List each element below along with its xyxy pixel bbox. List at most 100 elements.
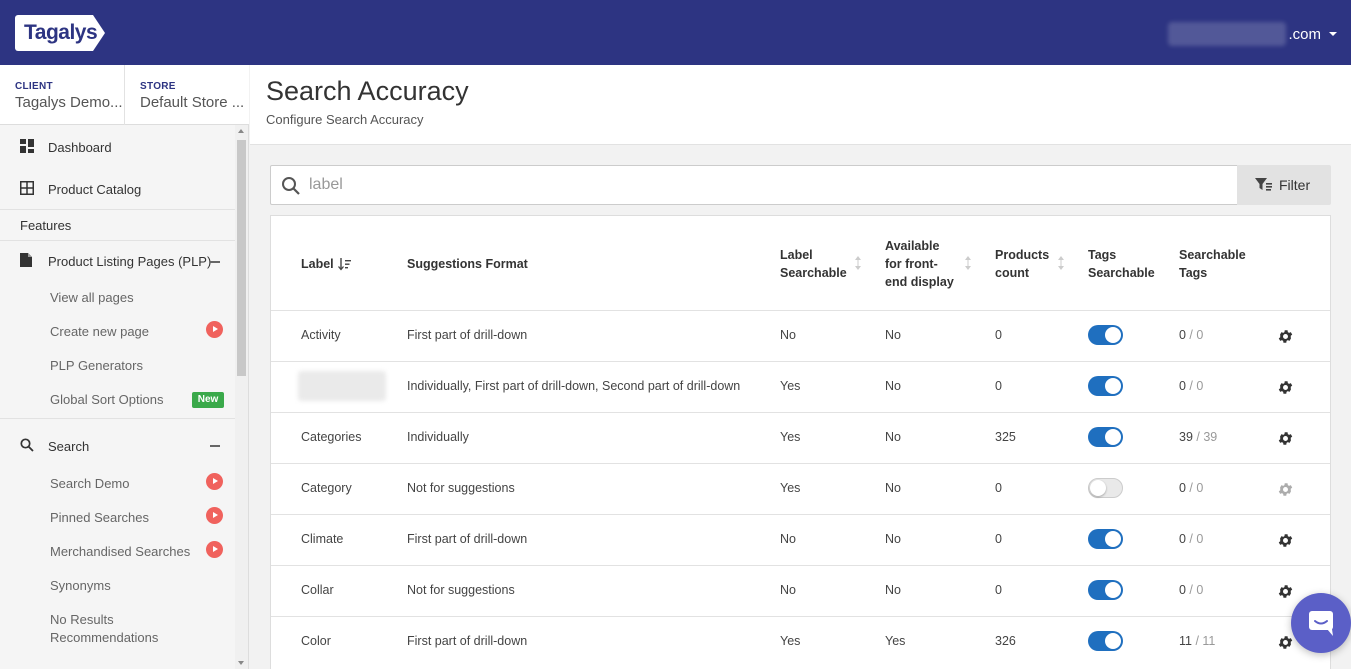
sort-icon[interactable] xyxy=(964,255,972,271)
features-heading: Features xyxy=(0,216,235,234)
cell-label: Collar xyxy=(301,583,334,597)
gear-icon[interactable] xyxy=(1277,481,1294,498)
sidebar-item-dashboard[interactable]: Dashboard xyxy=(0,138,235,156)
sidebar-subitem-label: PLP Generators xyxy=(50,358,143,373)
search-icon xyxy=(282,177,300,195)
play-video-icon[interactable] xyxy=(206,507,223,524)
sidebar-subitem-merchandised-searches[interactable]: Merchandised Searches xyxy=(0,541,235,560)
cell-format: Individually, First part of drill-down, … xyxy=(407,379,741,393)
sidebar: CLIENT Tagalys Demo... STORE Default Sto… xyxy=(0,65,249,669)
play-video-icon[interactable] xyxy=(206,541,223,558)
sort-icon[interactable] xyxy=(1057,255,1065,271)
gear-icon[interactable] xyxy=(1277,634,1294,651)
collapse-icon[interactable] xyxy=(210,261,220,263)
tags-searchable-toggle[interactable] xyxy=(1088,325,1123,345)
cell-available: Yes xyxy=(885,634,906,648)
cell-label-searchable: Yes xyxy=(780,634,801,648)
store-selector[interactable]: STORE Default Store ... xyxy=(125,65,249,125)
sidebar-subitem-synonyms[interactable]: Synonyms xyxy=(0,578,235,594)
cell-available: No xyxy=(885,430,901,444)
cell-searchable-tags: 39 / 39 xyxy=(1179,430,1218,444)
sort-icon[interactable] xyxy=(854,255,862,271)
column-header-suggestions-format: Suggestions Format xyxy=(407,257,528,271)
gear-icon[interactable] xyxy=(1277,430,1294,447)
header-line: Searchable xyxy=(1179,248,1246,262)
sidebar-subitem-label-line1: No Results xyxy=(50,612,114,627)
sidebar-subitem-plp-generators[interactable]: PLP Generators xyxy=(0,358,235,374)
sidebar-subitem-pinned-searches[interactable]: Pinned Searches xyxy=(0,507,235,526)
table-row: Climate First part of drill-down No No 0… xyxy=(271,514,1330,565)
tagalys-logo[interactable]: Tagalys xyxy=(15,15,105,51)
cell-label-searchable: Yes xyxy=(780,481,801,495)
gear-icon[interactable] xyxy=(1277,532,1294,549)
play-video-icon[interactable] xyxy=(206,473,223,490)
new-badge: New xyxy=(192,392,224,408)
sidebar-subitem-label: Search Demo xyxy=(50,476,130,491)
column-header-label[interactable]: Label xyxy=(301,255,351,273)
sidebar-subitem-view-all-pages[interactable]: View all pages xyxy=(0,290,235,306)
sidebar-subitem-label-line2: Recommendations xyxy=(50,630,159,645)
user-domain: .com xyxy=(1288,25,1321,43)
tags-searchable-toggle[interactable] xyxy=(1088,529,1123,549)
user-menu[interactable]: .com xyxy=(1168,22,1337,46)
sidebar-item-plp[interactable]: Product Listing Pages (PLP) xyxy=(0,252,235,270)
cell-label: Climate xyxy=(301,532,344,546)
cell-searchable-tags: 11 / 11 xyxy=(1179,634,1216,648)
tags-searchable-toggle[interactable] xyxy=(1088,427,1123,447)
sidebar-subitem-global-sort-options[interactable]: Global Sort Options New xyxy=(0,392,235,408)
gear-icon[interactable] xyxy=(1277,379,1294,396)
tags-searchable-toggle[interactable] xyxy=(1088,376,1123,396)
header-line: Products xyxy=(995,248,1050,262)
sidebar-subitem-search-demo[interactable]: Search Demo xyxy=(0,473,235,492)
cell-format: First part of drill-down xyxy=(407,634,528,648)
sidebar-item-search[interactable]: Search xyxy=(0,437,235,455)
cell-products-count: 0 xyxy=(995,379,1002,393)
column-header-products-count[interactable]: Products count xyxy=(995,246,1049,282)
column-header-available-front-end[interactable]: Available for front- end display xyxy=(885,237,954,291)
sidebar-subitem-create-new-page[interactable]: Create new page xyxy=(0,321,235,340)
scroll-up-icon[interactable] xyxy=(238,129,244,133)
sidebar-scrollbar[interactable] xyxy=(235,125,248,669)
cell-label-searchable: No xyxy=(780,583,796,597)
grid-icon xyxy=(20,181,34,195)
caret-down-icon xyxy=(1329,32,1337,36)
cell-format: First part of drill-down xyxy=(407,328,528,342)
tags-searchable-toggle[interactable] xyxy=(1088,478,1123,498)
tags-searchable-toggle[interactable] xyxy=(1088,580,1123,600)
cell-searchable-tags: 0 / 0 xyxy=(1179,583,1204,597)
search-icon xyxy=(20,438,34,452)
table-row: Color First part of drill-down Yes Yes 3… xyxy=(271,616,1330,667)
cell-format: Not for suggestions xyxy=(407,583,515,597)
dashboard-icon xyxy=(20,139,34,153)
cell-available: No xyxy=(885,481,901,495)
filter-button[interactable]: Filter xyxy=(1237,165,1331,205)
column-header-label-searchable[interactable]: Label Searchable xyxy=(780,246,847,282)
cell-label: Activity xyxy=(301,328,341,342)
scroll-down-icon[interactable] xyxy=(238,661,244,665)
play-video-icon[interactable] xyxy=(206,321,223,338)
sidebar-subitem-label: Merchandised Searches xyxy=(50,544,191,559)
gear-icon[interactable] xyxy=(1277,328,1294,345)
scrollbar-thumb[interactable] xyxy=(237,140,246,376)
sidebar-subitem-label: Create new page xyxy=(50,324,150,339)
document-icon xyxy=(20,253,32,267)
page-header: Search Accuracy Configure Search Accurac… xyxy=(250,65,1351,145)
client-selector[interactable]: CLIENT Tagalys Demo... xyxy=(0,65,125,125)
header-line: count xyxy=(995,266,1030,280)
sort-descending-icon[interactable] xyxy=(338,257,352,271)
header-line: end display xyxy=(885,275,954,289)
page-title: Search Accuracy xyxy=(266,76,469,106)
sidebar-nav: Dashboard Product Catalog Features Produ… xyxy=(0,125,235,669)
column-header-searchable-tags: Searchable Tags xyxy=(1179,246,1246,282)
sidebar-subitem-label: View all pages xyxy=(50,290,134,305)
cell-products-count: 0 xyxy=(995,532,1002,546)
chat-launcher-button[interactable] xyxy=(1291,593,1351,653)
sidebar-item-product-catalog[interactable]: Product Catalog xyxy=(0,180,235,198)
search-input[interactable] xyxy=(309,174,1209,196)
store-key: STORE xyxy=(140,81,176,92)
tags-searchable-toggle[interactable] xyxy=(1088,631,1123,651)
collapse-icon[interactable] xyxy=(210,445,220,447)
gear-icon[interactable] xyxy=(1277,583,1294,600)
cell-available: No xyxy=(885,379,901,393)
sidebar-subitem-no-results-recommendations[interactable]: No Results Recommendations xyxy=(0,612,235,648)
